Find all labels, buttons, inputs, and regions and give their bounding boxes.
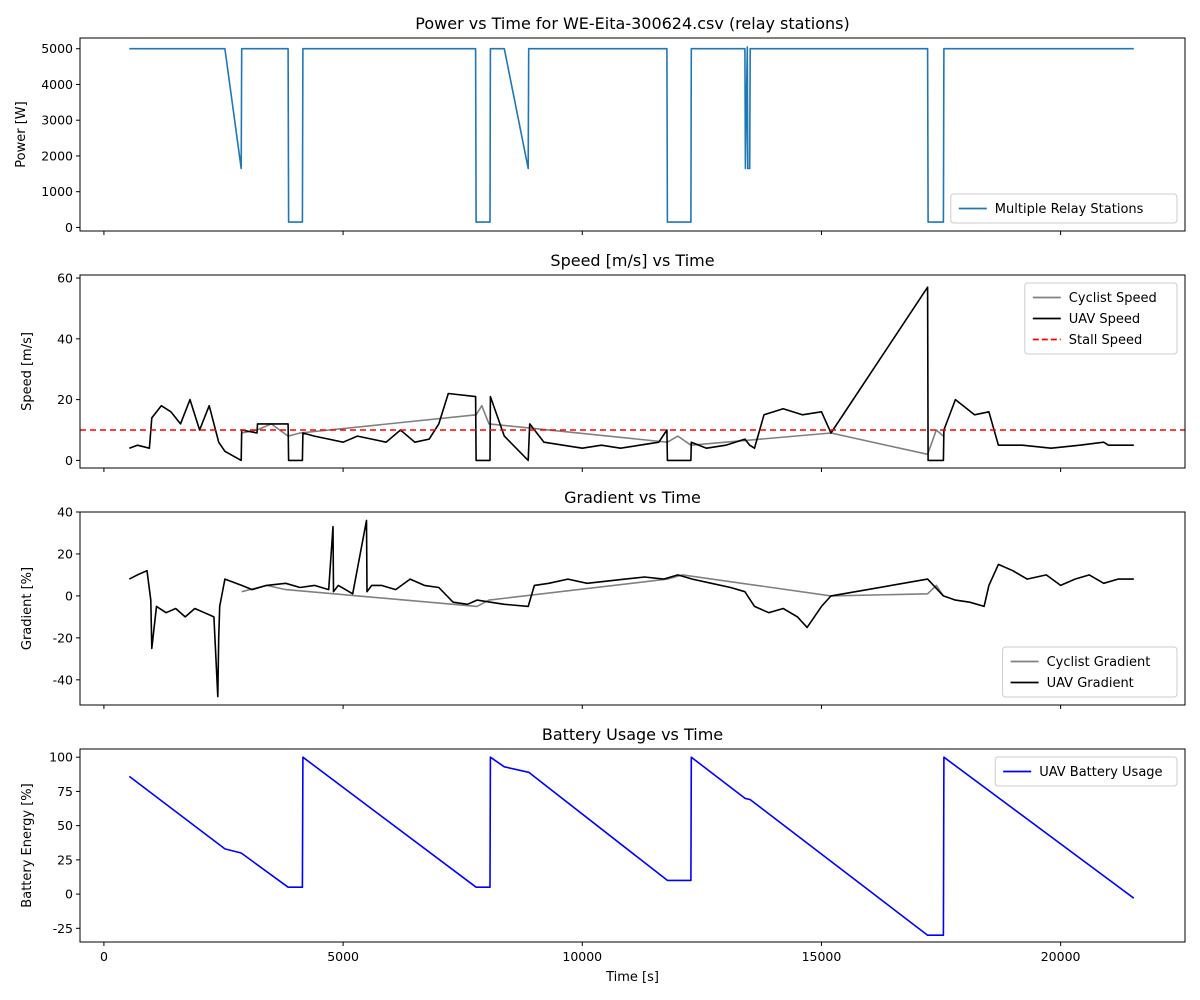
legend-label: Cyclist Gradient	[1047, 655, 1151, 670]
y-tick-label: 20	[57, 392, 73, 407]
series-line-cyclist-speed	[241, 404, 944, 456]
legend-box	[1024, 282, 1178, 355]
y-axis-label: Power [W]	[14, 101, 29, 167]
axes-frame	[79, 274, 1186, 469]
series-line-uav-battery-usage	[128, 756, 1135, 937]
axes-frame	[79, 511, 1186, 706]
legend-label: UAV Speed	[1069, 312, 1140, 327]
legend-label: Multiple Relay Stations	[995, 202, 1144, 217]
y-tick-label: 75	[57, 784, 73, 799]
series-line-uav-speed	[129, 286, 1134, 462]
series-line-cyclist-gradient	[241, 574, 945, 608]
y-tick-label: 25	[57, 852, 73, 867]
x-tick-label: 20000	[1041, 949, 1081, 964]
x-tick-label: 15000	[802, 949, 842, 964]
legend-label: UAV Battery Usage	[1039, 765, 1162, 780]
y-tick-label: 3000	[41, 113, 73, 128]
y-tick-label: 0	[65, 453, 73, 468]
y-tick-label: 40	[57, 505, 73, 520]
y-tick-label: 40	[57, 331, 73, 346]
x-axis-label: Time [s]	[605, 970, 659, 985]
chart-title: Battery Usage vs Time	[542, 725, 723, 744]
chart-title: Speed [m/s] vs Time	[550, 251, 714, 270]
series-line-uav-gradient	[128, 519, 1134, 698]
subplot-3: -40 -20 0 20 40 Gradient vs Time Gradient [%] C…	[20, 488, 1186, 709]
legend-label: Stall Speed	[1069, 333, 1142, 348]
y-tick-label: 5000	[41, 41, 73, 56]
y-tick-label: 50	[57, 818, 73, 833]
x-tick-label: 5000	[327, 949, 359, 964]
series-line-multiple-relay-stations	[129, 46, 1134, 223]
legend: Cyclist Speed UAV Speed Stall Speed	[1024, 282, 1178, 355]
legend-label: UAV Gradient	[1047, 676, 1134, 691]
legend: Cyclist Gradient UAV Gradient	[1002, 646, 1178, 698]
y-tick-label: 1000	[41, 184, 73, 199]
axes-frame	[79, 748, 1186, 943]
y-axis-label: Battery Energy [%]	[20, 783, 35, 907]
legend: Multiple Relay Stations	[950, 193, 1178, 224]
legend-box	[1002, 646, 1178, 698]
y-tick-label: -40	[53, 672, 73, 687]
y-tick-label: 4000	[41, 77, 73, 92]
y-axis-label: Speed [m/s]	[20, 332, 35, 411]
y-tick-label: -25	[53, 921, 73, 936]
axes-frame	[79, 37, 1186, 232]
x-tick-label: 0	[100, 949, 108, 964]
y-axis-label: Gradient [%]	[20, 567, 35, 650]
chart-title: Power vs Time for WE-Eita-300624.csv (re…	[415, 14, 849, 33]
legend-box	[994, 756, 1178, 787]
legend-box	[950, 193, 1178, 224]
y-tick-label: 60	[57, 271, 73, 286]
y-tick-label: -20	[53, 630, 73, 645]
y-tick-label: 2000	[41, 148, 73, 163]
y-tick-label: 0	[65, 887, 73, 902]
y-tick-label: 0	[65, 588, 73, 603]
subplot-4: -25 0 25 50 75 100 0 5000 10000 15000 20000 Battery…	[20, 725, 1186, 985]
y-tick-label: 0	[65, 220, 73, 235]
chart-title: Gradient vs Time	[564, 488, 701, 507]
subplot-1: 0 1000 2000 3000 4000 5000 Power vs Time for W…	[14, 14, 1186, 235]
subplot-2: 0 20 40 60 Speed [m/s] vs Time Speed [m/s] Cyc…	[20, 251, 1186, 472]
legend: UAV Battery Usage	[994, 756, 1178, 787]
x-tick-label: 10000	[562, 949, 602, 964]
y-tick-label: 20	[57, 546, 73, 561]
y-tick-label: 100	[49, 750, 73, 765]
legend-label: Cyclist Speed	[1069, 291, 1157, 306]
